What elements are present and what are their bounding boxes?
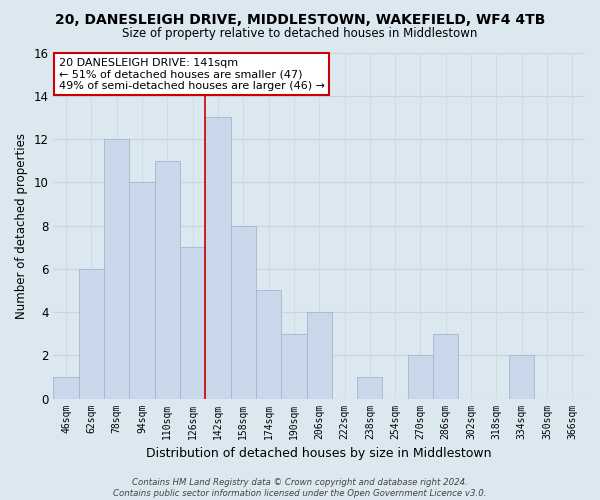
Text: 20 DANESLEIGH DRIVE: 141sqm
← 51% of detached houses are smaller (47)
49% of sem: 20 DANESLEIGH DRIVE: 141sqm ← 51% of det… — [59, 58, 325, 91]
Y-axis label: Number of detached properties: Number of detached properties — [15, 132, 28, 318]
Bar — [433, 334, 458, 398]
Text: Size of property relative to detached houses in Middlestown: Size of property relative to detached ho… — [122, 28, 478, 40]
Bar — [357, 377, 382, 398]
Bar — [408, 356, 433, 399]
Bar — [281, 334, 307, 398]
Bar — [230, 226, 256, 398]
Bar — [155, 160, 180, 398]
Bar — [180, 247, 205, 398]
Bar — [130, 182, 155, 398]
Text: 20, DANESLEIGH DRIVE, MIDDLESTOWN, WAKEFIELD, WF4 4TB: 20, DANESLEIGH DRIVE, MIDDLESTOWN, WAKEF… — [55, 12, 545, 26]
X-axis label: Distribution of detached houses by size in Middlestown: Distribution of detached houses by size … — [146, 447, 492, 460]
Bar — [509, 356, 535, 399]
Bar — [104, 139, 130, 398]
Bar — [53, 377, 79, 398]
Bar — [205, 118, 230, 398]
Bar — [79, 269, 104, 398]
Bar — [307, 312, 332, 398]
Text: Contains HM Land Registry data © Crown copyright and database right 2024.
Contai: Contains HM Land Registry data © Crown c… — [113, 478, 487, 498]
Bar — [256, 290, 281, 399]
